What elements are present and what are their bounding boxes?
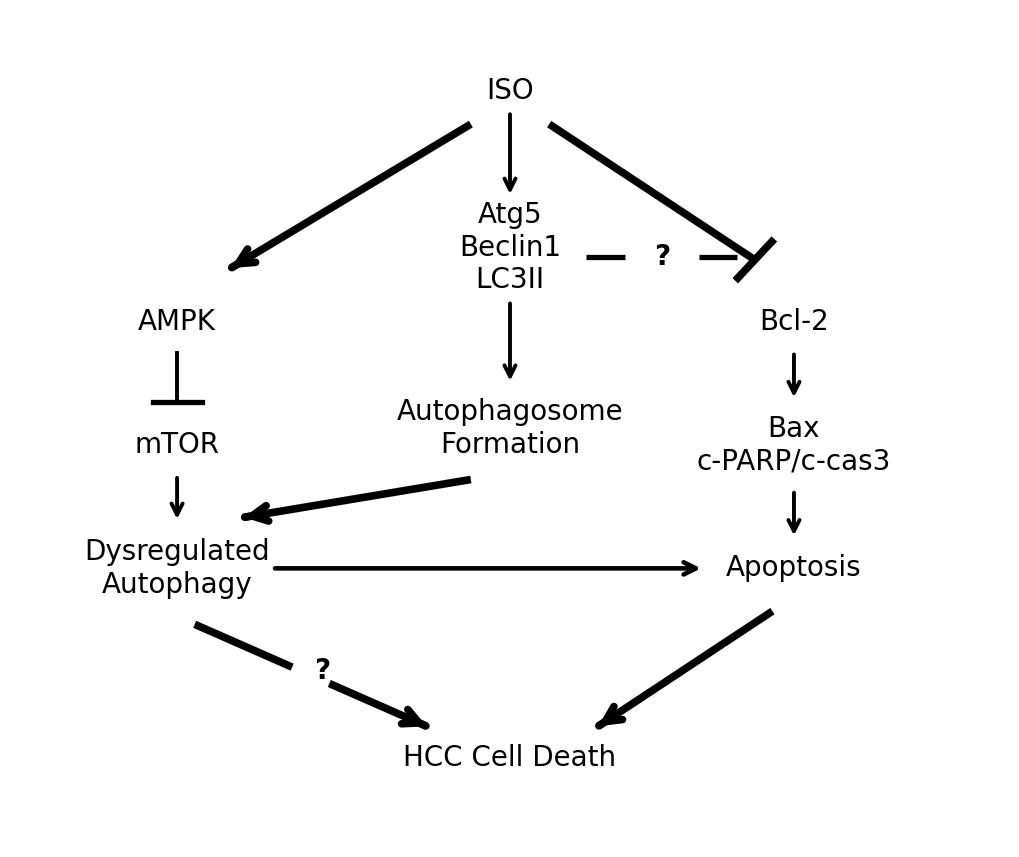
Text: Bcl-2: Bcl-2 xyxy=(758,308,828,336)
Text: ISO: ISO xyxy=(486,77,533,105)
Text: ?: ? xyxy=(653,243,669,272)
Text: Apoptosis: Apoptosis xyxy=(726,554,861,583)
Text: HCC Cell Death: HCC Cell Death xyxy=(404,744,615,771)
Text: Bax
c-PARP/c-cas3: Bax c-PARP/c-cas3 xyxy=(696,415,891,475)
Text: AMPK: AMPK xyxy=(138,308,216,336)
Text: mTOR: mTOR xyxy=(135,431,219,459)
Text: Dysregulated
Autophagy: Dysregulated Autophagy xyxy=(85,538,270,598)
Text: Atg5
Beclin1
LC3II: Atg5 Beclin1 LC3II xyxy=(459,201,560,294)
Text: ?: ? xyxy=(314,657,330,686)
Text: Autophagosome
Formation: Autophagosome Formation xyxy=(396,399,623,458)
